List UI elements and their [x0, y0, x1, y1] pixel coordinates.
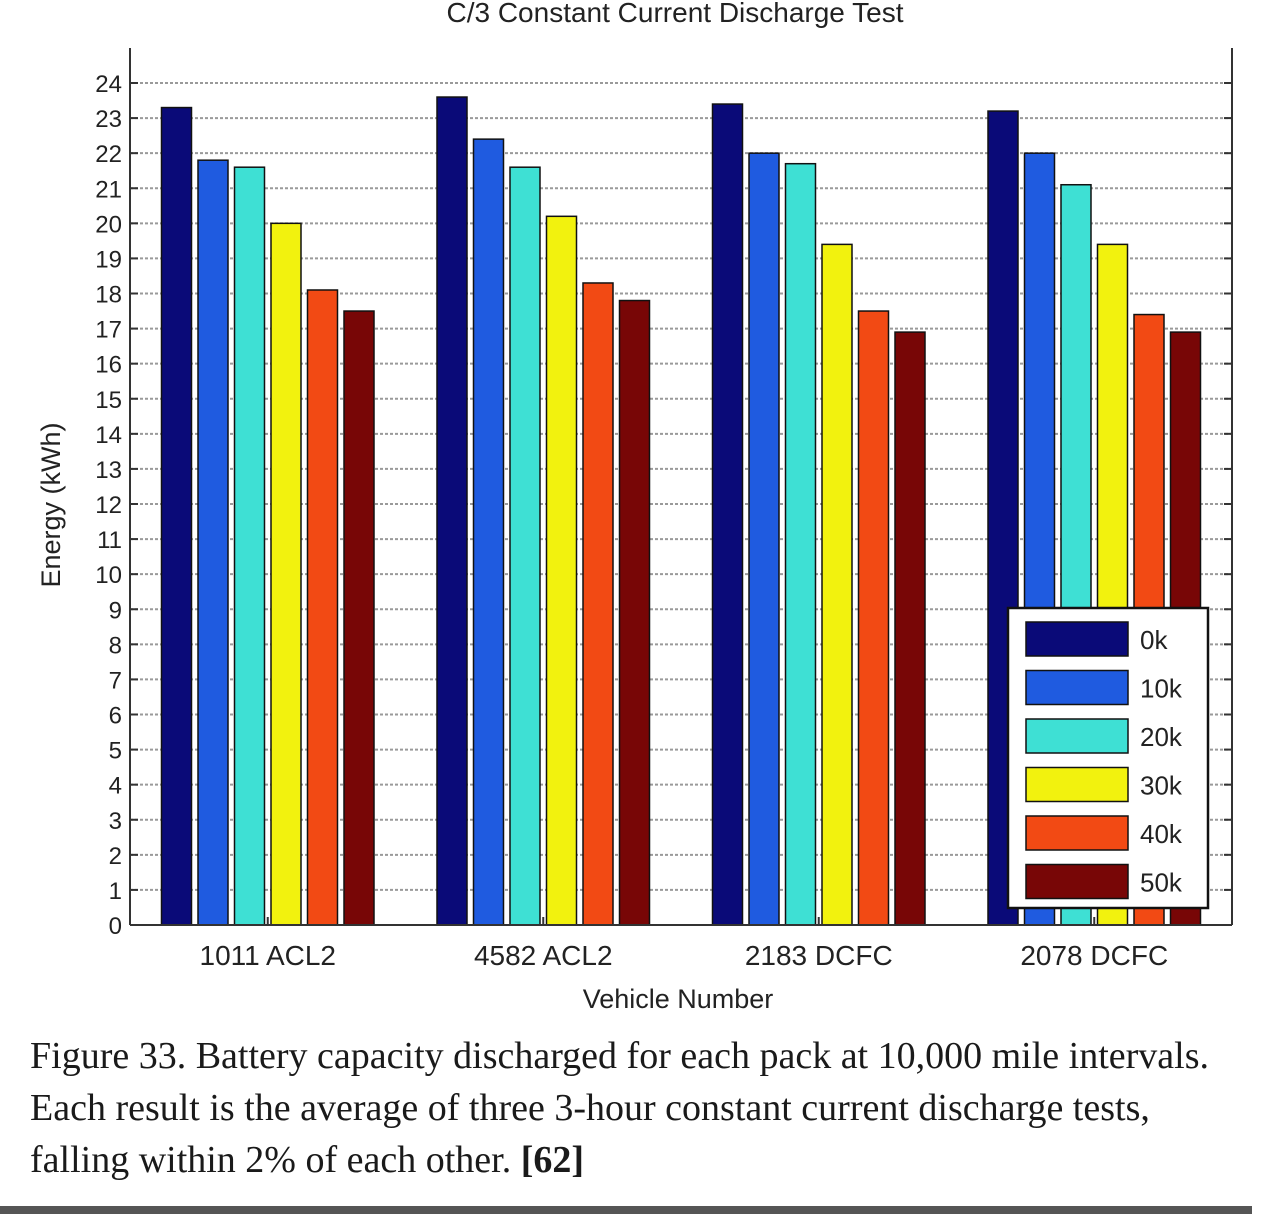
bar-20k-0: [233, 166, 266, 926]
chart: C/3 Constant Current Discharge Test 0123…: [36, 0, 1233, 1014]
bar-40k-2: [857, 310, 890, 926]
bar-10k-2: [748, 152, 780, 926]
y-tick-label: 5: [109, 738, 122, 765]
bar-0k-2: [711, 103, 744, 926]
bar-40k-1: [582, 282, 614, 926]
figure-caption: Figure 33. Battery capacity discharged f…: [30, 1030, 1245, 1186]
y-tick-label: 6: [109, 703, 122, 730]
legend-label-20k: 20k: [1140, 722, 1183, 752]
bar-20k-2: [784, 162, 817, 926]
caption-reference: [62]: [520, 1139, 585, 1181]
bar-30k-1: [545, 215, 578, 926]
legend-swatch-10k: [1025, 669, 1129, 706]
legend-label-50k: 50k: [1140, 868, 1183, 898]
y-tick-label: 21: [95, 176, 122, 203]
legend-label-40k: 40k: [1140, 819, 1183, 849]
bars: [160, 96, 1202, 926]
x-tick-label: 4582 ACL2: [474, 940, 613, 971]
bar-50k-1: [618, 299, 651, 926]
y-tick-label: 16: [95, 352, 122, 379]
y-tick-label: 14: [95, 422, 122, 449]
legend-swatch-50k: [1025, 863, 1129, 900]
y-tick-label: 19: [95, 246, 122, 273]
y-axis-label: Energy (kWh): [36, 422, 66, 587]
bar-0k-1: [436, 96, 468, 926]
y-tick-label: 0: [109, 913, 122, 940]
y-tick-label: 24: [95, 71, 122, 98]
y-tick-label: 10: [95, 562, 122, 589]
y-tick-label: 15: [95, 387, 122, 414]
y-tick-label: 8: [109, 632, 122, 659]
bar-10k-0: [197, 159, 229, 926]
y-tick-label: 17: [95, 317, 122, 344]
y-tick-label: 1: [109, 878, 122, 905]
bottom-rule: [0, 1206, 1252, 1214]
y-tick-label: 2: [109, 843, 122, 870]
legend-swatch-40k: [1025, 815, 1129, 851]
legend-label-10k: 10k: [1140, 674, 1183, 704]
y-tick-label: 18: [95, 282, 122, 309]
y-tick-label: 4: [109, 773, 122, 800]
legend-label-30k: 30k: [1140, 771, 1183, 801]
bar-10k-1: [472, 138, 505, 926]
x-tick-label: 2183 DCFC: [745, 940, 893, 971]
bar-50k-2: [894, 331, 926, 926]
y-tick-label: 7: [109, 667, 122, 694]
legend-box: [1006, 606, 1210, 910]
y-tick-label: 9: [109, 597, 122, 624]
y-tick-label: 22: [95, 141, 122, 168]
x-axis-label: Vehicle Number: [583, 984, 774, 1014]
legend-label-0k: 0k: [1140, 625, 1168, 655]
x-tick-label: 2078 DCFC: [1020, 940, 1168, 971]
chart-title: C/3 Constant Current Discharge Test: [446, 0, 903, 28]
x-tick-label: 1011 ACL2: [200, 940, 337, 971]
y-tick-label: 20: [95, 211, 122, 238]
caption-text: Figure 33. Battery capacity discharged f…: [30, 1035, 1210, 1181]
axes: 0123456789101112131415161718192021222324…: [95, 48, 1233, 971]
bar-20k-1: [509, 166, 541, 926]
bar-30k-0: [270, 222, 302, 926]
bar-0k-0: [160, 106, 193, 926]
legend-swatch-30k: [1025, 766, 1129, 803]
bar-30k-2: [821, 243, 853, 926]
y-tick-label: 11: [97, 527, 122, 554]
grid: [130, 82, 1232, 891]
y-tick-label: 13: [95, 457, 122, 484]
legend: 0k 10k 20k 30k 40k 50k: [1006, 606, 1210, 910]
bar-50k-0: [343, 310, 375, 926]
y-tick-label: 23: [95, 106, 122, 133]
y-tick-label: 12: [95, 492, 122, 519]
bar-40k-0: [306, 289, 339, 926]
legend-swatch-20k: [1025, 718, 1129, 754]
legend-swatch-0k: [1025, 621, 1129, 657]
y-tick-label: 3: [109, 808, 122, 835]
